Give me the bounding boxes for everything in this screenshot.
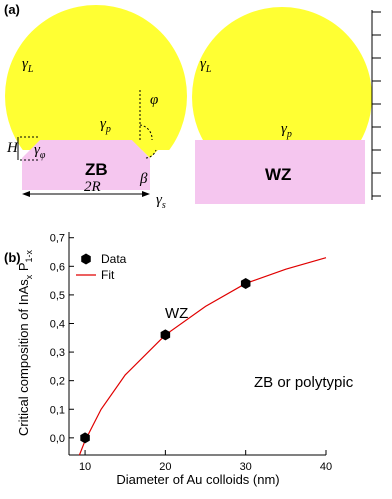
label-text: γ <box>34 142 41 158</box>
x-axis-label: Diameter of Au colloids (nm) <box>116 472 279 487</box>
diagram-label: γL <box>200 56 212 75</box>
label-text: γ <box>22 56 29 72</box>
diagram-label: WZ <box>265 165 291 184</box>
y-axis-label: Critical composition of InAsx P1-x <box>16 249 34 436</box>
y-tick-label: 0,6 <box>50 261 65 273</box>
x-tick-label: 40 <box>320 461 332 473</box>
data-point <box>240 277 251 289</box>
label-sub: s <box>162 200 166 211</box>
y-label-text: P <box>16 262 31 274</box>
x-tick-label: 30 <box>240 461 252 473</box>
label-text: φ <box>150 92 158 108</box>
diagram-label: γL <box>22 56 34 75</box>
panel-label: (b) <box>4 250 21 265</box>
guides <box>20 90 157 161</box>
droplet <box>5 5 187 150</box>
annotation: WZ <box>165 305 188 322</box>
diagram-label: β <box>139 171 148 187</box>
data-point <box>80 432 90 444</box>
label-text: H <box>6 140 19 156</box>
arrow-head <box>142 191 150 197</box>
x-tick-label: 20 <box>159 461 171 473</box>
panel-label: (a) <box>4 2 20 17</box>
diagram-label: H <box>6 140 19 156</box>
label-text: γ <box>156 192 163 208</box>
legend-marker <box>81 253 91 265</box>
y-label-sub: x <box>24 274 34 279</box>
y-tick-label: 0,4 <box>50 318 65 330</box>
y-tick-label: 0,3 <box>50 347 65 359</box>
y-tick-label: 0,7 <box>50 233 65 245</box>
y-tick-label: 0,1 <box>50 404 65 416</box>
label-text: β <box>139 171 148 187</box>
legend-label: Data <box>101 252 127 266</box>
label-text: 2R <box>84 179 101 195</box>
label-sub: L <box>205 64 212 75</box>
diagram-label: γs <box>156 192 166 211</box>
label-sub: L <box>27 64 34 75</box>
annotation: ZB or polytypic <box>254 374 354 391</box>
diagram-label: 2R <box>84 179 101 195</box>
y-tick-label: 0,2 <box>50 376 65 388</box>
zb-crystal <box>22 140 150 190</box>
wz-crystal <box>195 140 365 204</box>
label-sub: p <box>105 124 111 135</box>
label-text: ZB <box>85 160 108 179</box>
droplet-edge <box>132 136 160 158</box>
fit-line <box>78 257 327 456</box>
panel-b: (b) Diameter of Au colloids (nm) Critica… <box>4 249 354 487</box>
diagram-label: φ <box>150 92 158 108</box>
label-sub: φ <box>40 150 46 161</box>
diagram-label: γp <box>281 121 292 140</box>
diagram-label: γp <box>100 116 111 135</box>
scale-ticks <box>372 11 381 197</box>
label-text: γ <box>200 56 207 72</box>
diagram-label: ZB <box>85 160 108 179</box>
y-label-sub: 1-x <box>24 249 34 262</box>
panel-a: (a) <box>4 2 381 204</box>
droplet <box>192 7 372 141</box>
x-tick-label: 10 <box>79 461 91 473</box>
diagram-label: γφ <box>34 142 46 161</box>
label-text: WZ <box>265 165 291 184</box>
y-tick-label: 0,5 <box>50 290 65 302</box>
arrow-head <box>22 191 30 197</box>
legend-label: Fit <box>101 268 115 282</box>
data-point <box>160 329 171 341</box>
label-text: γ <box>281 121 288 137</box>
label-text: γ <box>100 116 107 132</box>
y-label-text: Critical composition of InAs <box>16 279 31 436</box>
label-sub: p <box>286 129 292 140</box>
y-tick-label: 0,0 <box>50 433 65 445</box>
